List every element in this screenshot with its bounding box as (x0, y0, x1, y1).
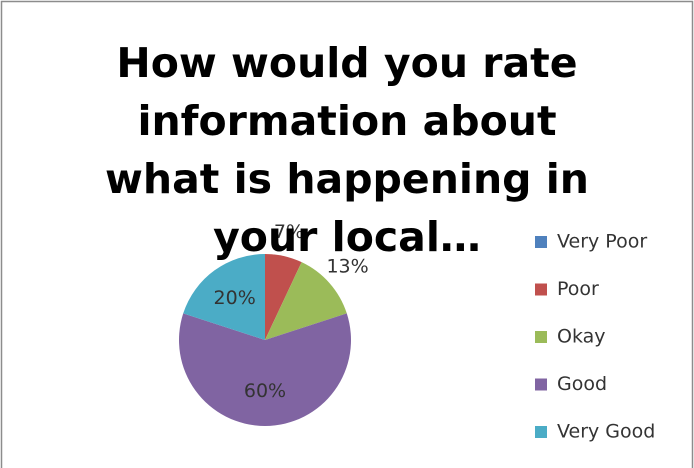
legend-swatch (535, 378, 547, 391)
legend-swatch (535, 426, 547, 438)
legend-swatch (535, 331, 547, 343)
pie-slice (179, 313, 352, 426)
pie-slice (183, 254, 265, 340)
legend-label: Very Good (557, 421, 655, 443)
legend-swatch (535, 283, 547, 296)
legend-label: Poor (557, 278, 599, 300)
legend-label: Very Poor (557, 231, 647, 253)
data-label: 7% (274, 221, 304, 243)
chart-title: How would you rate information about wha… (105, 39, 589, 261)
data-label: 13% (326, 256, 368, 278)
legend-swatch (535, 236, 547, 248)
data-label: 20% (214, 287, 256, 309)
pie-slice (265, 254, 302, 340)
legend-label: Good (557, 373, 607, 395)
pie-slice (265, 262, 347, 340)
data-label: 60% (244, 380, 286, 402)
legend-label: Okay (557, 326, 606, 348)
